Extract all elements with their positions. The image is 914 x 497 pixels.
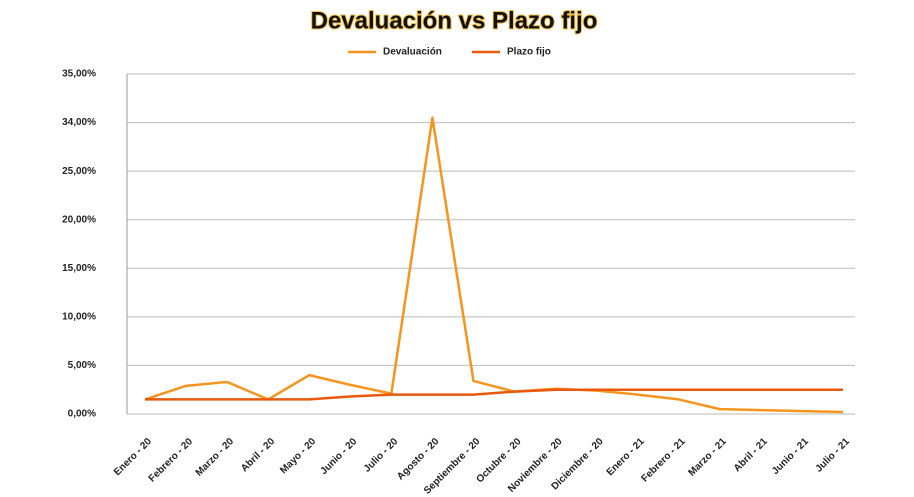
y-tick-label: 10,00% xyxy=(62,311,96,322)
legend-label: Plazo fijo xyxy=(507,47,551,58)
x-tick-label: Julio - 21 xyxy=(814,436,853,475)
legend-label: Devaluación xyxy=(383,47,442,58)
x-tick-label: Julio - 20 xyxy=(362,436,401,475)
data-line xyxy=(144,116,844,414)
x-tick-label: Mayo - 20 xyxy=(278,436,318,476)
x-tick-label: Junio - 20 xyxy=(318,436,359,477)
y-tick-label: 5,00% xyxy=(68,360,96,371)
data-line xyxy=(145,388,843,401)
x-tick-label: Marzo - 21 xyxy=(686,436,729,479)
x-tick-label: Enero - 20 xyxy=(112,436,154,478)
x-tick-label: Marzo - 20 xyxy=(194,436,237,479)
y-tick-label: 0,00% xyxy=(68,409,96,420)
y-tick-label: 15,00% xyxy=(62,263,96,274)
y-tick-label: 25,00% xyxy=(62,166,96,177)
x-tick-label: Febrero - 20 xyxy=(147,436,196,485)
x-tick-label: Abril - 21 xyxy=(732,436,770,474)
x-tick-label: Junio - 21 xyxy=(770,436,811,477)
chart-title: Devaluación vs Plazo fijo xyxy=(311,7,598,34)
y-tick-label: 34,00% xyxy=(62,117,96,128)
x-tick-label: Abril - 20 xyxy=(239,436,277,474)
y-tick-label: 20,00% xyxy=(62,214,96,225)
x-tick-label: Enero - 21 xyxy=(605,436,647,478)
x-tick-label: Febrero - 21 xyxy=(639,436,688,485)
y-tick-label: 35,00% xyxy=(62,69,96,80)
